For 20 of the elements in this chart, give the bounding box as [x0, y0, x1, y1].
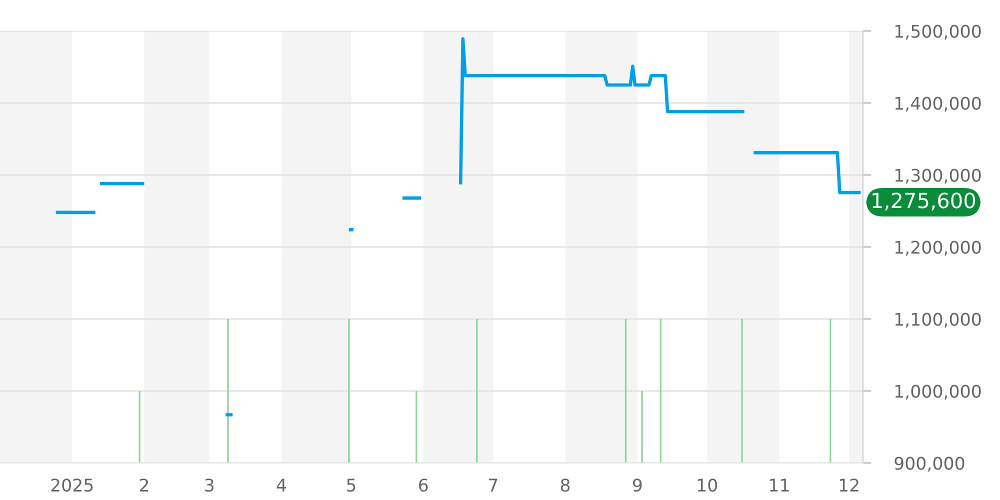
x-tick-label: 6: [419, 478, 428, 492]
y-tick-label: 1,500,000: [895, 24, 981, 40]
x-tick-label: 8: [560, 478, 570, 492]
y-tick-label: 1,200,000: [895, 240, 981, 256]
y-tick-label: 1,000,000: [895, 384, 981, 400]
x-tick-label: 7: [489, 478, 498, 492]
y-tick-label: 1,400,000: [895, 96, 981, 112]
x-tick-label: 4: [276, 478, 286, 492]
x-tick-label: 5: [347, 478, 356, 492]
annotation: 1,275,600: [872, 192, 976, 210]
x-tick-label: 3: [205, 478, 214, 492]
x-tick-label: 11: [770, 478, 789, 492]
y-tick-label: 1,300,000: [895, 168, 981, 184]
x-tick-label: 2: [140, 478, 148, 492]
x-tick-label: 10: [698, 478, 718, 492]
x-tick-label: 12: [840, 478, 858, 492]
y-tick-label: 1,100,000: [895, 312, 981, 328]
x-tick-label: 2025: [51, 478, 93, 492]
y-tick-label: 900,000: [894, 456, 964, 472]
x-tick-label: 9: [632, 478, 642, 492]
